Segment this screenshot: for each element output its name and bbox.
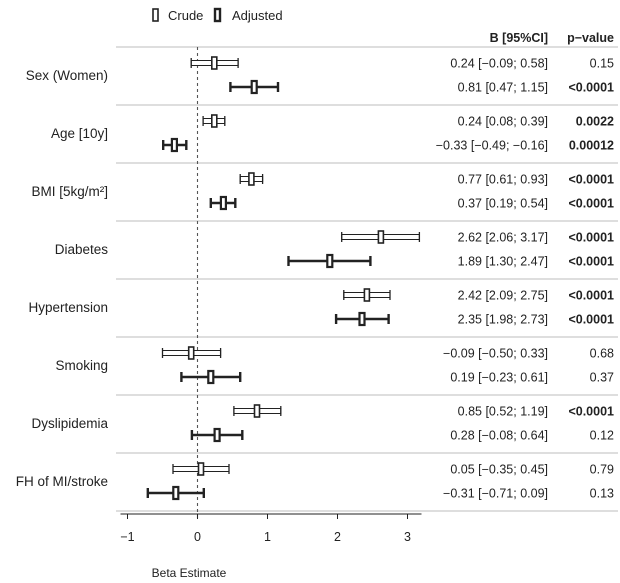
p-value: 0.13 (590, 487, 614, 501)
forest-row: 2.35 [1.98; 2.73] <0.0001 (334, 311, 614, 327)
ci-text: 0.81 [0.47; 1.15] (458, 81, 548, 95)
p-value: <0.0001 (568, 173, 614, 187)
forest-row: 2.62 [2.06; 3.17] <0.0001 (341, 230, 614, 245)
ci-text: −0.33 [−0.49; −0.16] (436, 139, 548, 153)
group-label: BMI [5kg/m²] (31, 184, 108, 199)
forest-row: 0.19 [−0.23; 0.61] 0.37 (180, 369, 614, 385)
plot-rows: Sex (Women) 0.24 [−0.09; 0.58] 0.15 0.81 [0… (16, 56, 614, 501)
point-estimate (363, 288, 371, 302)
forest-row: 0.24 [0.08; 0.39] 0.0022 (202, 114, 614, 129)
forest-row: 0.37 [0.19; 0.54] <0.0001 (209, 195, 614, 211)
ci-text: 2.35 [1.98; 2.73] (458, 313, 548, 327)
forest-group: BMI [5kg/m²]0.77 [0.61; 0.93] <0.00010.37… (31, 172, 614, 211)
p-value: 0.79 (590, 463, 614, 477)
group-label: Hypertension (28, 300, 108, 315)
group-separators (116, 46, 618, 512)
forest-row: 2.42 [2.09; 2.75] <0.0001 (343, 288, 614, 303)
p-value: 0.15 (590, 57, 614, 71)
ci-text: 0.19 [−0.23; 0.61] (450, 371, 548, 385)
x-axis-label: Beta Estimate (152, 566, 227, 580)
ci-text: 0.77 [0.61; 0.93] (458, 173, 548, 187)
point-estimate (248, 172, 255, 186)
point-estimate (197, 462, 205, 476)
forest-row: 0.85 [0.52; 1.19] <0.0001 (233, 404, 614, 419)
ci-text: 0.28 [−0.08; 0.64] (450, 429, 548, 443)
forest-group: Dyslipidemia 0.85 [0.52; 1.19] <0.0001 0.28… (31, 404, 614, 443)
p-value: 0.37 (590, 371, 614, 385)
point-estimate (187, 346, 195, 360)
column-header-estimate: B [95%CI] (490, 31, 548, 45)
p-value: 0.0022 (576, 115, 614, 129)
group-label: FH of MI/stroke (16, 474, 108, 489)
forest-row: −0.31 [−0.71; 0.09] 0.13 (146, 485, 614, 501)
p-value: <0.0001 (568, 255, 614, 269)
ci-text: 0.05 [−0.35; 0.45] (450, 463, 548, 477)
legend: Crude Adjusted (152, 7, 283, 23)
ci-text: 0.24 [−0.09; 0.58] (450, 57, 548, 71)
ci-text: 2.62 [2.06; 3.17] (458, 231, 548, 245)
point-estimate (213, 427, 221, 443)
forest-row: 0.28 [−0.08; 0.64] 0.12 (190, 427, 614, 443)
forest-row: −0.33 [−0.49; −0.16] 0.00012 (161, 137, 614, 153)
forest-row: −0.09 [−0.50; 0.33] 0.68 (161, 346, 614, 361)
ci-text: 0.37 [0.19; 0.54] (458, 197, 548, 211)
x-tick-label: 0 (194, 530, 201, 544)
forest-group: Age [10y] 0.24 [0.08; 0.39] 0.0022 −0.33 [−… (51, 114, 614, 153)
legend-label-crude: Crude (168, 8, 203, 23)
p-value: 0.00012 (569, 139, 614, 153)
ci-text: 2.42 [2.09; 2.75] (458, 289, 548, 303)
point-estimate (211, 56, 218, 70)
forest-row: 1.89 [1.30; 2.47] <0.0001 (287, 253, 614, 269)
x-tick-label: 2 (334, 530, 341, 544)
point-estimate (211, 114, 218, 128)
x-tick-label: 1 (264, 530, 271, 544)
group-label: Diabetes (55, 242, 109, 257)
group-label: Sex (Women) (26, 68, 108, 83)
group-label: Age [10y] (51, 126, 108, 141)
legend-swatch-adjusted (213, 7, 222, 23)
group-label: Smoking (55, 358, 108, 373)
point-estimate (253, 404, 261, 418)
ci-text: −0.09 [−0.50; 0.33] (443, 347, 548, 361)
x-tick-label: −1 (120, 530, 134, 544)
forest-row: 0.05 [−0.35; 0.45] 0.79 (172, 462, 614, 477)
p-value: <0.0001 (568, 289, 614, 303)
point-estimate (326, 253, 334, 269)
point-estimate (172, 485, 180, 501)
group-label: Dyslipidemia (31, 416, 108, 431)
x-axis: −1 0 1 2 3 (120, 513, 422, 544)
ci-text: 1.89 [1.30; 2.47] (458, 255, 548, 269)
p-value: <0.0001 (568, 81, 614, 95)
forest-row: 0.77 [0.61; 0.93] <0.0001 (239, 172, 614, 187)
p-value: <0.0001 (568, 405, 614, 419)
p-value: 0.12 (590, 429, 614, 443)
ci-text: 0.85 [0.52; 1.19] (458, 405, 548, 419)
p-value: <0.0001 (568, 231, 614, 245)
forest-group: Sex (Women) 0.24 [−0.09; 0.58] 0.15 0.81 [0… (26, 56, 614, 95)
point-estimate (170, 137, 178, 153)
ci-text: −0.31 [−0.71; 0.09] (443, 487, 548, 501)
p-value: 0.68 (590, 347, 614, 361)
legend-label-adjusted: Adjusted (232, 8, 283, 23)
p-value: <0.0001 (568, 313, 614, 327)
forest-group: Smoking −0.09 [−0.50; 0.33] 0.68 0.19 [−0.2… (55, 346, 614, 385)
ci-text: 0.24 [0.08; 0.39] (458, 115, 548, 129)
forest-group: FH of MI/stroke 0.05 [−0.35; 0.45] 0.79 −0.… (16, 462, 614, 501)
p-value: <0.0001 (568, 197, 614, 211)
point-estimate (250, 79, 258, 95)
legend-swatch-crude (152, 8, 159, 22)
point-estimate (377, 230, 385, 244)
point-estimate (207, 369, 215, 385)
x-tick-label: 3 (404, 530, 411, 544)
forest-row: 0.24 [−0.09; 0.58] 0.15 (190, 56, 614, 71)
column-header-pvalue: p−value (567, 31, 614, 45)
point-estimate (219, 195, 227, 211)
forest-row: 0.81 [0.47; 1.15] <0.0001 (229, 79, 614, 95)
point-estimate (358, 311, 366, 327)
